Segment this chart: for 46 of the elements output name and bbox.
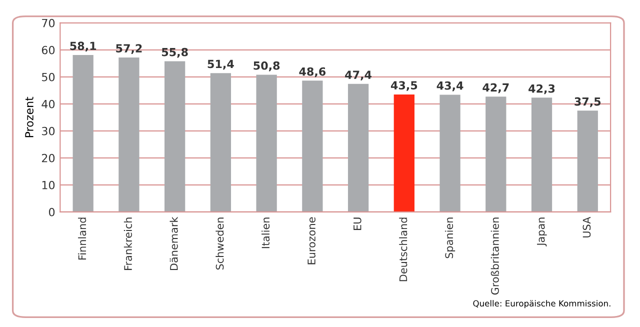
- x-tick-label: USA: [582, 216, 591, 238]
- data-label: 43,4: [436, 81, 464, 92]
- y-tick-label: 30: [42, 126, 55, 136]
- y-tick-label: 10: [42, 180, 55, 190]
- x-tick-label: Dänemark: [170, 216, 178, 270]
- x-tick-label: Deutschland: [399, 218, 408, 282]
- x-tick-label: Italien: [262, 218, 270, 248]
- data-label: 48,6: [299, 67, 326, 78]
- y-tick-label: 0: [48, 208, 55, 216]
- data-label: 42,3: [528, 84, 555, 94]
- y-tick-label: 40: [42, 100, 55, 108]
- data-label: 57,2: [116, 44, 142, 54]
- bar: [531, 98, 552, 212]
- bar: [164, 61, 186, 212]
- bar: [440, 94, 460, 212]
- x-tick-label: Finnland: [78, 218, 86, 260]
- data-label: 43,5: [390, 81, 418, 91]
- x-tick-label: Eurozone: [308, 217, 316, 264]
- source-note: Quelle: Europäische Kommission.: [473, 300, 610, 308]
- data-label: 58,1: [70, 42, 96, 52]
- bar: [72, 55, 94, 212]
- bar: [118, 57, 140, 212]
- y-tick-label: 70: [42, 18, 55, 28]
- bar: [486, 96, 506, 212]
- bar: [256, 74, 277, 212]
- data-label: 47,4: [345, 70, 372, 80]
- x-tick-label: Japan: [537, 218, 547, 246]
- data-label: 55,8: [162, 48, 188, 58]
- data-label: 37,5: [574, 97, 601, 108]
- x-tick-label: Großbritannien: [490, 218, 499, 295]
- data-label: 51,4: [208, 60, 234, 70]
- bar: [348, 84, 369, 212]
- y-axis-title: Prozent: [25, 96, 34, 138]
- y-tick-label: 20: [42, 154, 55, 162]
- data-label: 50,8: [254, 61, 280, 72]
- x-tick-label: EU: [354, 218, 362, 230]
- bar: [302, 80, 323, 212]
- bar: [577, 110, 598, 212]
- x-tick-label: Frankreich: [124, 218, 132, 270]
- y-tick-label: 50: [42, 72, 55, 82]
- data-label: 42,7: [482, 83, 509, 94]
- x-tick-label: Spanien: [444, 218, 456, 258]
- bar: [394, 94, 414, 212]
- y-tick-label: 60: [42, 46, 55, 54]
- x-tick-label: Schweden: [216, 218, 224, 270]
- bar: [210, 73, 232, 212]
